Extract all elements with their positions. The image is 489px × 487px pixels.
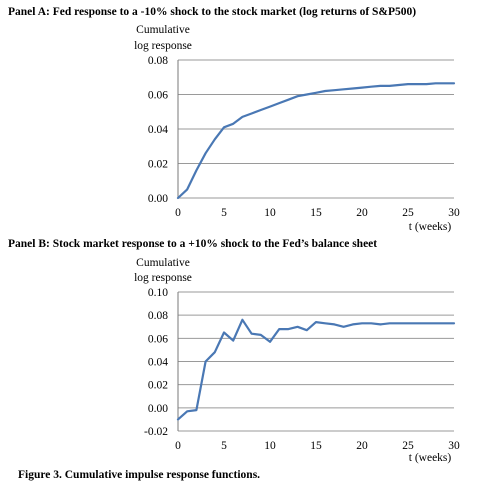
panel-b-series-line [176, 318, 456, 421]
panel-b-y-tick-label: 0.04 [148, 357, 168, 369]
panel-b-y-axis-title: Cumulative [136, 257, 190, 269]
panel-a-title: Panel A: Fed response to a -10% shock to… [8, 6, 417, 18]
panel-b-y-tick-label: 0.08 [148, 310, 168, 322]
panel-b-x-axis-title: t (weeks) [409, 452, 452, 464]
panel-b-x-tick-label: 20 [356, 440, 368, 452]
panel-a-series-line [176, 82, 456, 200]
panel-a-x-tick-label: 15 [310, 207, 322, 219]
panel-a-x-tick-label: 0 [175, 207, 181, 219]
panel-b-y-tick-label: 0.10 [148, 287, 168, 299]
panel-a-y-tick-label: 0.02 [148, 159, 168, 171]
figure-caption: Figure 3. Cumulative impulse response fu… [18, 469, 261, 481]
panel-a-y-axis-title: log response [134, 40, 192, 52]
panel-b-x-tick-label: 25 [402, 440, 414, 452]
panel-b-title: Panel B: Stock market response to a +10%… [8, 238, 378, 250]
panel-a-x-tick-label: 25 [402, 207, 414, 219]
panel-b-x-tick-label: 30 [448, 440, 460, 452]
panel-b-y-tick-label: 0.06 [148, 333, 168, 345]
panel-a-y-tick-label: 0.08 [148, 55, 168, 67]
panel-a-y-tick-label: 0.06 [148, 90, 168, 102]
panel-b-y-tick-label: 0.00 [148, 403, 168, 415]
panel-b-y-tick-label: 0.02 [148, 380, 168, 392]
panel-b-y-axis-title: log response [134, 272, 192, 284]
panel-a-x-tick-label: 20 [356, 207, 368, 219]
panel-b-y-tick-label: -0.02 [144, 426, 168, 438]
panel-a-y-tick-label: 0.04 [148, 124, 168, 136]
panel-a-x-axis-title: t (weeks) [409, 221, 452, 233]
panel-a-y-tick-label: 0.00 [148, 193, 168, 205]
panel-a-y-axis-title: Cumulative [136, 24, 190, 36]
panel-b-x-tick-label: 0 [175, 440, 181, 452]
panel-a-x-tick-label: 10 [264, 207, 276, 219]
panel-b-x-tick-label: 10 [264, 440, 276, 452]
panel-a-x-tick-label: 5 [221, 207, 227, 219]
panel-b-x-tick-label: 15 [310, 440, 322, 452]
panel-b-x-tick-label: 5 [221, 440, 227, 452]
panel-a-x-tick-label: 30 [448, 207, 460, 219]
